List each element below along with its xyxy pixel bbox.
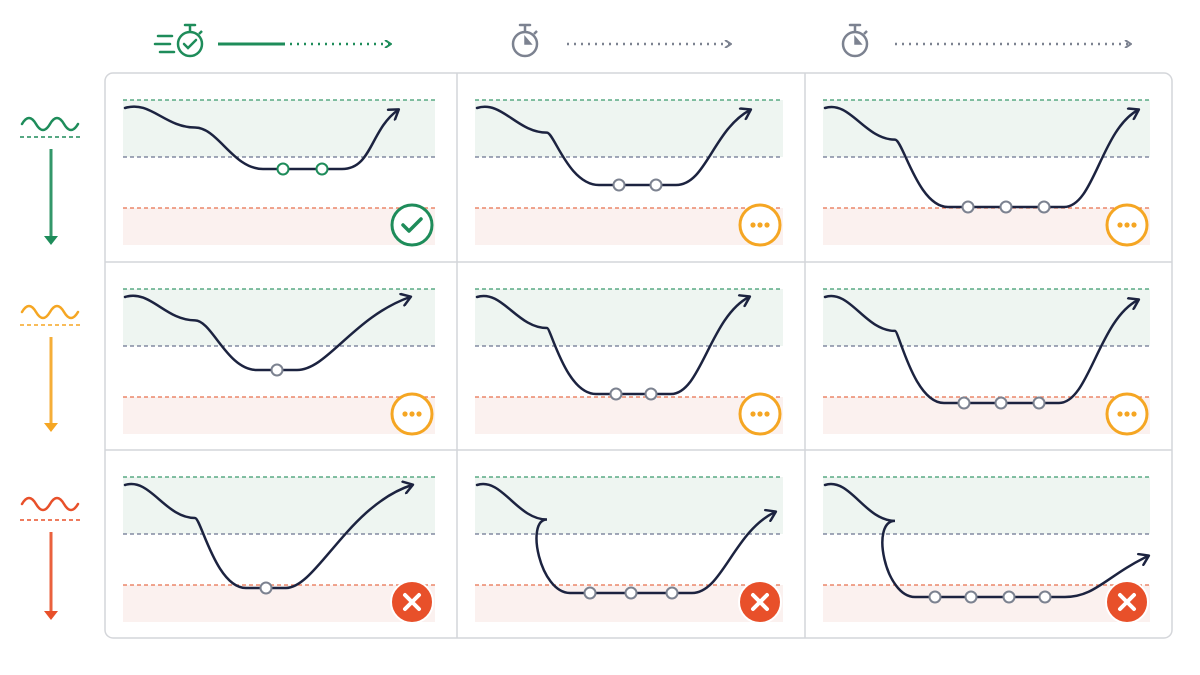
trend-curve bbox=[475, 105, 750, 187]
down-arrow-head bbox=[44, 236, 58, 245]
wave bbox=[20, 304, 80, 320]
checkpoint bbox=[1032, 396, 1046, 410]
safe-band bbox=[475, 100, 783, 157]
status-pending-dot bbox=[416, 411, 422, 417]
trend-curve bbox=[123, 105, 398, 171]
checkpoint bbox=[1037, 200, 1051, 214]
safe-band bbox=[123, 100, 435, 157]
danger-band bbox=[823, 585, 1150, 622]
checkpoint bbox=[961, 200, 975, 214]
checkpoint bbox=[624, 586, 638, 600]
status-pending-dot bbox=[409, 411, 415, 417]
cells bbox=[123, 99, 1150, 624]
trend-curve bbox=[475, 296, 749, 396]
status-ok bbox=[390, 203, 434, 247]
wave bbox=[20, 116, 80, 132]
row-indicators bbox=[20, 116, 82, 620]
checkpoint bbox=[1002, 590, 1016, 604]
safe-band bbox=[823, 100, 1150, 157]
status-pending-dot bbox=[1117, 411, 1123, 417]
stopwatch-hand bbox=[854, 34, 863, 45]
trend-curve bbox=[823, 294, 1138, 405]
danger-band bbox=[475, 208, 783, 245]
checkpoint bbox=[649, 178, 663, 192]
status-pending-dot bbox=[757, 222, 763, 228]
safe-band bbox=[475, 289, 783, 346]
checkpoint bbox=[612, 178, 626, 192]
status-pending-dot bbox=[402, 411, 408, 417]
danger-band bbox=[123, 397, 435, 434]
checkpoint bbox=[276, 162, 290, 176]
stopwatch-hand bbox=[524, 34, 533, 45]
down-arrow-head bbox=[44, 611, 58, 620]
checkpoint bbox=[964, 590, 978, 604]
status-ok-check bbox=[401, 217, 423, 233]
stopwatch-top bbox=[863, 30, 868, 35]
trend-curve bbox=[123, 484, 412, 590]
status-pending-dot bbox=[1124, 411, 1130, 417]
stopwatch bbox=[176, 30, 204, 58]
status-pending-dot bbox=[757, 411, 763, 417]
checkpoint bbox=[957, 396, 971, 410]
checkpoint bbox=[999, 200, 1013, 214]
danger-band bbox=[123, 208, 435, 245]
checkpoint bbox=[270, 363, 284, 377]
checkpoint bbox=[994, 396, 1008, 410]
status-pending-dot bbox=[764, 222, 770, 228]
safe-band bbox=[475, 477, 783, 534]
status-pending-dot bbox=[1131, 411, 1137, 417]
wave bbox=[20, 496, 80, 512]
checkpoint bbox=[665, 586, 679, 600]
trend-curve bbox=[475, 482, 775, 595]
checkpoint bbox=[259, 581, 273, 595]
checkpoint bbox=[583, 586, 597, 600]
status-pending-dot bbox=[750, 222, 756, 228]
checkpoint bbox=[609, 387, 623, 401]
check bbox=[182, 38, 198, 50]
danger-band bbox=[475, 397, 783, 434]
checkpoint bbox=[1038, 590, 1052, 604]
safe-band bbox=[123, 477, 435, 534]
stopwatch-top bbox=[198, 30, 203, 35]
trend-curve bbox=[823, 482, 1148, 599]
danger-band bbox=[823, 208, 1150, 245]
status-pending-dot bbox=[1131, 222, 1137, 228]
safe-band bbox=[823, 477, 1150, 534]
safe-band bbox=[823, 289, 1150, 346]
trend-curve bbox=[123, 296, 410, 372]
status-pending-dot bbox=[1117, 222, 1123, 228]
grid-frame bbox=[104, 72, 1173, 639]
status-pending-dot bbox=[1124, 222, 1130, 228]
checkpoint bbox=[315, 162, 329, 176]
stopwatch-top bbox=[533, 30, 538, 35]
checkpoint bbox=[644, 387, 658, 401]
safe-band bbox=[123, 289, 435, 346]
trend-curve bbox=[823, 105, 1138, 209]
status-fail-x bbox=[403, 593, 421, 611]
header bbox=[153, 23, 1130, 58]
status-pending-dot bbox=[750, 411, 756, 417]
danger-band bbox=[123, 585, 435, 622]
status-pending-dot bbox=[764, 411, 770, 417]
down-arrow-head bbox=[44, 423, 58, 432]
checkpoint bbox=[928, 590, 942, 604]
status-fail-x bbox=[751, 593, 769, 611]
status-fail-x bbox=[1118, 593, 1136, 611]
